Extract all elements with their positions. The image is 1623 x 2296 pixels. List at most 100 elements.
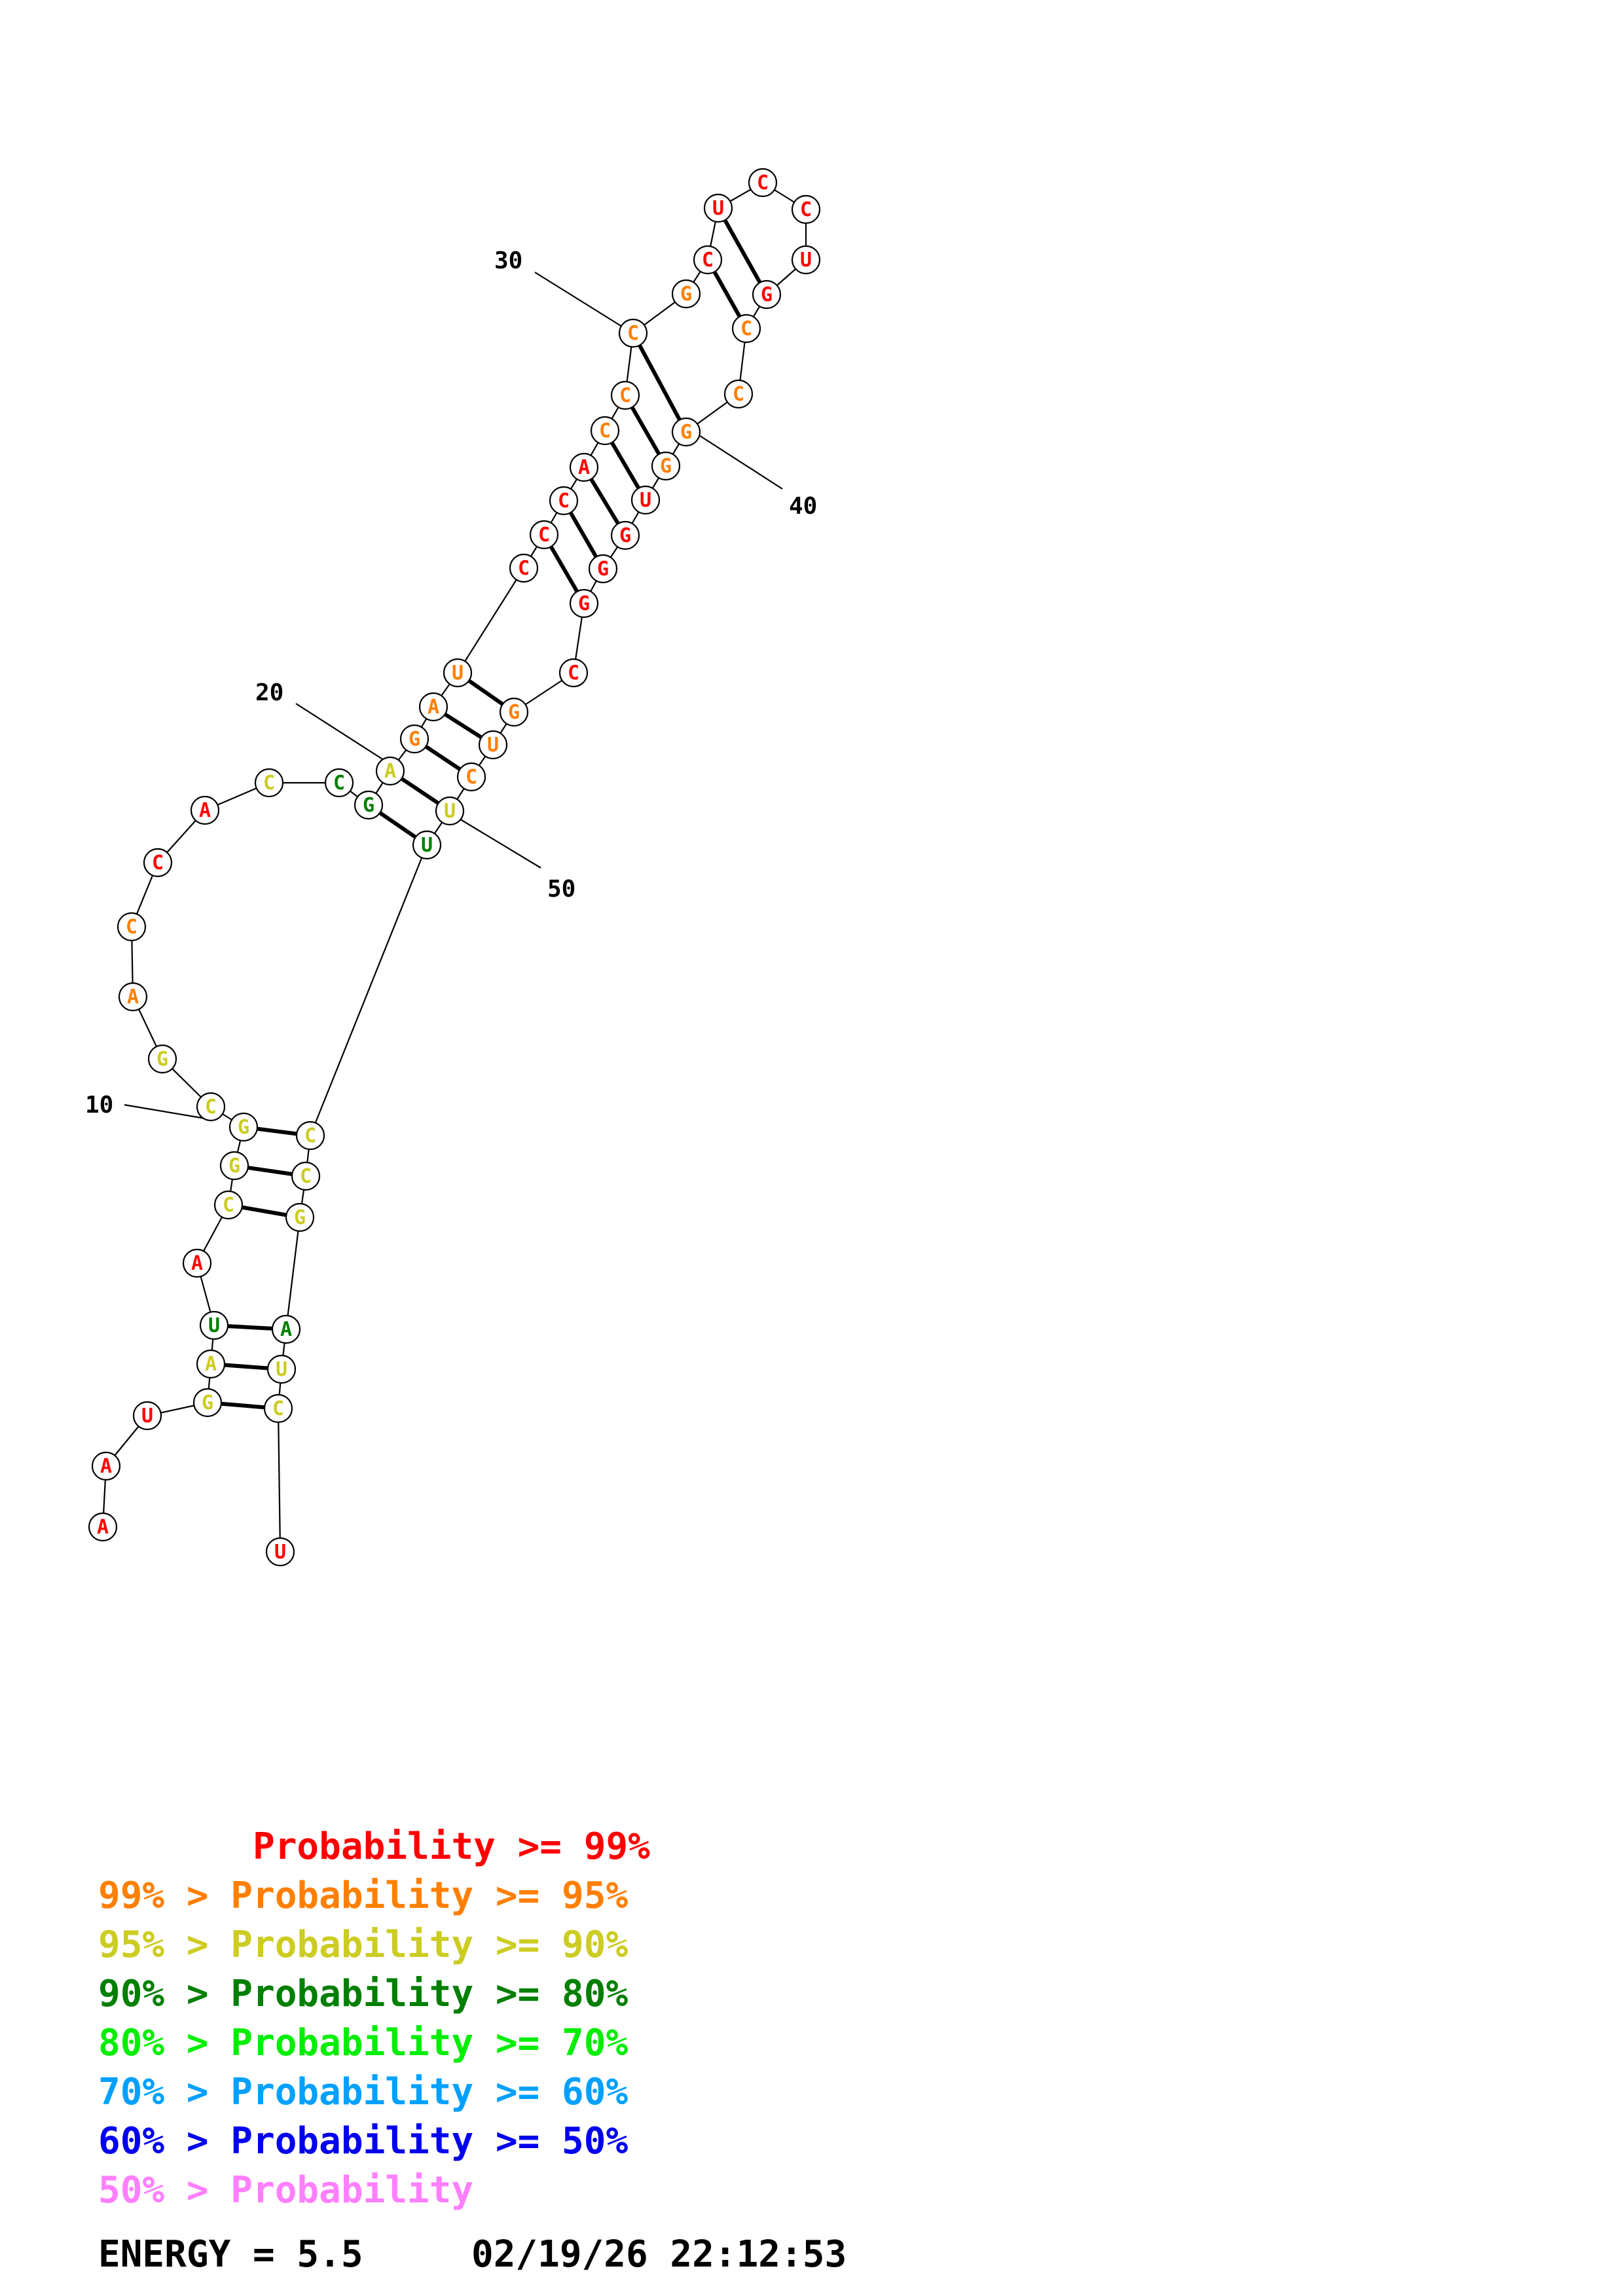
nucleotide-base: U: [800, 249, 812, 272]
nucleotide-circle: [196, 1349, 226, 1379]
legend-row-p50: 60% > Probability >= 50%: [98, 2120, 628, 2162]
nucleotide-35: C: [791, 194, 821, 224]
nucleotide-37: G: [752, 279, 782, 310]
nucleotide-5: A: [196, 1349, 226, 1379]
nucleotide-base: C: [599, 420, 611, 442]
nucleotide-30: C: [618, 318, 648, 348]
nucleotide-base: C: [300, 1165, 312, 1188]
nucleotide-49: C: [456, 762, 486, 792]
nucleotide-circle: [529, 520, 559, 550]
nucleotide-circle: [456, 762, 486, 792]
position-label-30: 30: [494, 247, 522, 274]
nucleotide-base: U: [640, 489, 651, 512]
nucleotide-39: C: [723, 379, 754, 409]
probability-legend: Probability >= 99% 99% > Probability >= 9…: [98, 1825, 650, 2212]
nucleotide-circle: [354, 790, 384, 820]
nucleotide-circle: [443, 658, 473, 688]
nucleotide-circle: [88, 1512, 118, 1542]
nucleotide-base: A: [384, 760, 396, 783]
nucleotide-circle: [791, 245, 821, 275]
nucleotide-50: U: [435, 796, 465, 826]
nucleotide-base: G: [156, 1048, 168, 1071]
nucleotide-43: G: [610, 520, 640, 550]
nucleotide-base: U: [487, 734, 499, 757]
nucleotide-29: C: [610, 380, 640, 410]
nucleotide-circle: [748, 168, 778, 198]
nucleotide-8: C: [213, 1190, 244, 1220]
nucleotide-21: G: [399, 724, 429, 754]
nucleotide-circle: [182, 1248, 212, 1278]
nucleotide-base: C: [465, 766, 477, 789]
energy-value: ENERGY = 5.5: [98, 2233, 363, 2276]
nucleotide-base: G: [761, 283, 773, 306]
nucleotide-47: G: [499, 697, 529, 727]
nucleotide-3: U: [132, 1401, 162, 1431]
position-tick-50: [458, 817, 541, 869]
nucleotide-24: C: [509, 553, 539, 583]
nucleotide-base: A: [127, 986, 139, 1009]
nucleotide-9: G: [219, 1151, 249, 1181]
position-tick-40: [693, 431, 783, 490]
nucleotide-48: U: [478, 730, 508, 760]
nucleotide-base: C: [263, 772, 275, 795]
nucleotide-28: C: [590, 416, 620, 446]
nucleotide-51: U: [412, 830, 442, 860]
nucleotide-circle: [91, 1451, 121, 1481]
nucleotide-base: C: [538, 524, 550, 547]
nucleotide-circle: [117, 912, 147, 942]
nucleotide-2: A: [91, 1451, 121, 1481]
nucleotide-44: G: [588, 554, 618, 584]
nucleotide-circle: [147, 1044, 177, 1074]
nucleotide-53: C: [291, 1161, 321, 1191]
nucleotide-circle: [478, 730, 508, 760]
nucleotide-41: G: [651, 451, 681, 481]
nucleotide-circle: [509, 553, 539, 583]
legend-row-p80: 90% > Probability >= 80%: [98, 1973, 628, 2015]
nucleotide-base: U: [421, 834, 433, 857]
nucleotide-circle: [285, 1202, 315, 1232]
footer: ENERGY = 5.5 02/19/26 22:12:53: [98, 2233, 847, 2276]
nucleotide-31: G: [671, 279, 701, 309]
nucleotide-base: C: [800, 198, 812, 221]
backbone-segment: [285, 1217, 301, 1330]
position-ticks: 10 20 30 40 50: [85, 247, 817, 1121]
base-pair-30-40: [631, 332, 688, 433]
nucleotide-base: C: [333, 772, 345, 795]
nucleotide-base: A: [205, 1353, 217, 1376]
nucleotide-base: G: [202, 1391, 213, 1414]
nucleotide-14: C: [117, 912, 147, 942]
nucleotide-circle: [588, 554, 618, 584]
nucleotide-34: C: [748, 168, 778, 198]
nucleotide-circle: [375, 756, 405, 786]
backbone-segment: [309, 844, 428, 1136]
position-tick-20: [295, 703, 393, 766]
nucleotide-circle: [254, 768, 284, 798]
nucleotide-base: A: [100, 1455, 112, 1478]
nucleotide-base: C: [619, 384, 631, 407]
nucleotide-base: G: [680, 283, 692, 306]
nucleotide-1: A: [88, 1512, 118, 1542]
nucleotide-16: A: [190, 795, 220, 825]
backbone-segment: [277, 1408, 282, 1552]
nucleotide-base: G: [597, 558, 609, 581]
nucleotide-12: G: [147, 1044, 177, 1074]
nucleotide-56: U: [266, 1354, 297, 1384]
nucleotide-57: C: [263, 1393, 293, 1424]
nucleotide-circle: [569, 452, 599, 482]
nucleotide-base: C: [733, 383, 744, 406]
position-label-20: 20: [255, 679, 283, 706]
nucleotide-base: U: [712, 197, 724, 220]
nucleotide-circle: [731, 314, 761, 344]
nucleotide-circle: [752, 279, 782, 310]
nucleotide-base: G: [680, 421, 692, 444]
nucleotide-base: G: [228, 1155, 240, 1177]
nucleotide-base: C: [272, 1397, 284, 1420]
nucleotide-circle: [610, 520, 640, 550]
nucleotide-6: U: [199, 1310, 229, 1340]
nucleotide-13: A: [118, 982, 148, 1012]
nucleotide-base: U: [444, 800, 456, 823]
nucleotide-base: U: [274, 1541, 286, 1564]
position-label-10: 10: [85, 1092, 113, 1119]
nucleotide-base: U: [208, 1314, 220, 1337]
nucleotide-55: A: [271, 1314, 301, 1344]
